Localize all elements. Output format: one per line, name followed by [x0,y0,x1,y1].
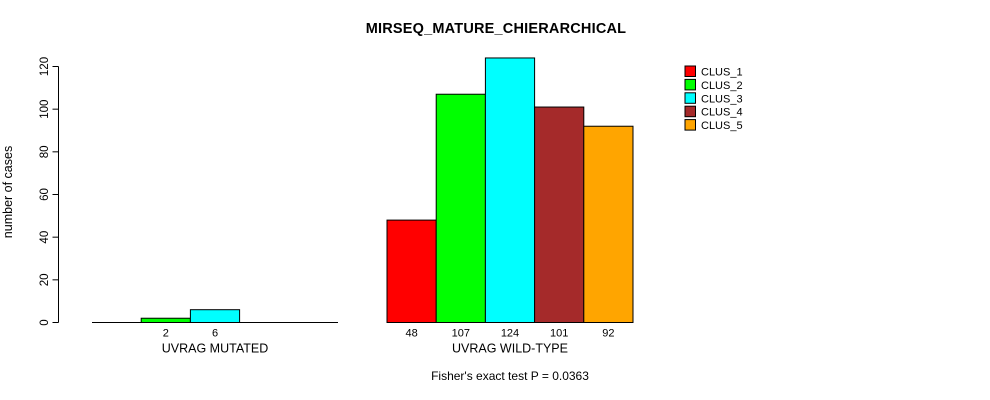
y-tick-label: 60 [39,188,51,201]
legend-label: CLUS_5 [701,120,743,132]
y-tick-label: 0 [39,319,51,325]
legend-swatch-clus_4 [684,105,696,118]
bar-value-label: 107 [452,328,470,340]
y-tick-label: 120 [39,57,51,76]
chart-title: MIRSEQ_MATURE_CHIERARCHICAL [366,21,627,37]
bar-value-label: 2 [163,328,169,340]
legend-label: CLUS_1 [701,67,743,79]
bar-clus_1 [386,219,437,324]
bar-groups: 2 6 UVRAG MUTATED 48 107 124 101 92 UVRAG WILD-T… [92,57,634,356]
bar-clus_2 [140,317,191,324]
y-tick-label: 80 [39,145,51,158]
bar-value-label: 101 [550,328,568,340]
y-axis-title: number of cases [1,146,15,238]
y-tick-label: 20 [39,273,51,286]
bar-clus_3 [189,309,241,324]
legend-swatch-clus_1 [684,65,696,77]
bar-clus_4 [534,106,585,323]
bar-clus_3 [484,57,536,323]
bar-value-label: 124 [501,328,519,340]
bar-value-label: 48 [405,328,417,340]
bar-clus_2 [435,93,486,323]
legend-swatch-clus_3 [684,92,696,104]
fisher-test-note: Fisher's exact test P = 0.0363 [431,369,589,383]
bar-value-label: 6 [212,328,218,340]
bar-value-label: 92 [602,328,614,340]
legend-swatch-clus_5 [684,119,696,131]
group-label: UVRAG MUTATED [162,342,268,356]
bar-clus_5 [583,125,634,323]
y-tick-label: 100 [39,100,51,119]
legend-label: CLUS_2 [701,80,743,92]
y-axis: 0 20 40 60 80 100 120 [39,57,59,326]
legend-label: CLUS_4 [701,107,743,119]
group-label: UVRAG WILD-TYPE [452,342,568,356]
y-tick-label: 40 [39,231,51,244]
legend-label: CLUS_3 [701,93,743,105]
legend-swatch-clus_2 [684,78,696,91]
